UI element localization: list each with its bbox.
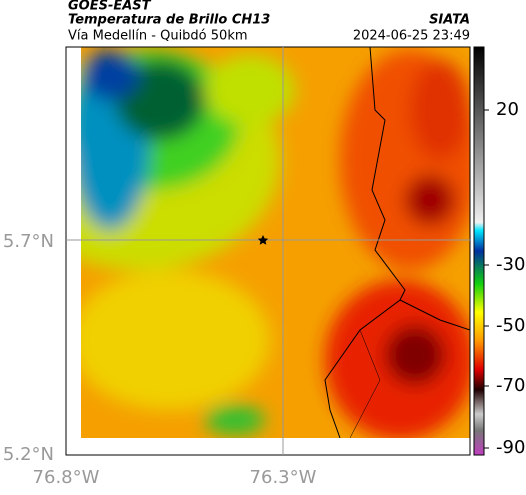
timestamp: 2024-06-25 23:49	[353, 29, 470, 44]
colorbar-label: 20	[496, 99, 519, 120]
colorbar-label: -70	[496, 375, 525, 396]
colorbar-label: -30	[496, 254, 525, 275]
lat-label: 5.7°N	[3, 231, 54, 252]
lat-label: 5.2°N	[3, 444, 54, 465]
title: Temperatura de Brillo CH13	[68, 13, 270, 28]
brightness-field	[81, 47, 470, 438]
map-frame	[65, 46, 471, 456]
lon-label: 76.3°W	[250, 467, 317, 488]
lon-label: 76.8°W	[33, 467, 100, 488]
colorbar-label: -90	[496, 437, 525, 458]
subtitle: Vía Medellín - Quibdó 50km	[68, 29, 248, 44]
source: GOES-EAST	[68, 0, 152, 14]
city-marker	[257, 235, 269, 245]
colorbar-label: -50	[496, 315, 525, 336]
colorbar	[473, 46, 485, 456]
agency: SIATA	[429, 13, 470, 28]
